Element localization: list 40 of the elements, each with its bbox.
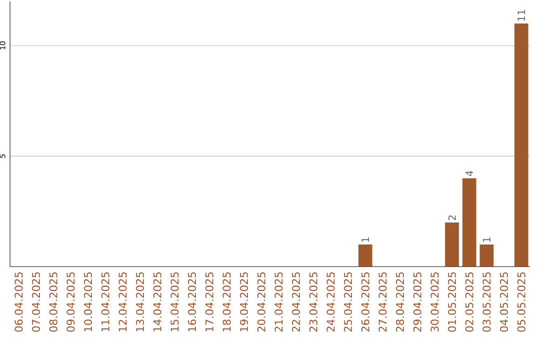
bar [358, 244, 372, 267]
x-tick-label: 11.04.2025 [101, 272, 110, 332]
x-tick-label: 30.04.2025 [430, 272, 439, 332]
bar [445, 222, 459, 267]
x-tick-label: 16.04.2025 [188, 272, 196, 332]
x-tick-label: 08.04.2025 [49, 272, 58, 332]
x-tick-label: 14.04.2025 [153, 272, 162, 332]
x-tick-label: 12.04.2025 [118, 272, 127, 332]
data-label: 11 [518, 10, 525, 21]
x-tick-label: 07.04.2025 [32, 272, 40, 332]
x-tick-label: 27.04.2025 [378, 272, 387, 332]
x-tick-label: 17.04.2025 [205, 272, 214, 332]
x-tick-label: 26.04.2025 [361, 272, 370, 332]
data-label: 4 [466, 170, 473, 176]
x-tick-label: 20.04.2025 [257, 272, 266, 332]
x-tick-label: 18.04.2025 [222, 272, 231, 332]
x-tick-label: 24.04.2025 [326, 272, 335, 332]
x-tick-label: 29.04.2025 [413, 272, 422, 332]
x-tick-label: 15.04.2025 [170, 272, 179, 332]
bar [514, 23, 528, 267]
data-label: 1 [362, 238, 369, 242]
x-tick-label: 25.04.2025 [344, 272, 352, 332]
x-tick-label: 02.05.2025 [465, 272, 474, 332]
x-tick-label: 03.05.2025 [482, 272, 491, 332]
x-tick-label: 09.04.2025 [66, 272, 75, 332]
data-label: 2 [448, 215, 456, 220]
x-tick-label: 13.04.2025 [136, 272, 144, 332]
bar [480, 244, 494, 267]
x-tick-label: 23.04.2025 [309, 272, 318, 332]
data-label: 1 [483, 238, 490, 242]
x-tick-label: 21.04.2025 [274, 272, 283, 332]
x-tick-label: 05.05.2025 [517, 272, 526, 332]
x-tick-label: 01.05.2025 [448, 272, 456, 332]
bar [462, 178, 476, 267]
x-tick-label: 19.04.2025 [240, 272, 248, 332]
x-tick-label: 04.05.2025 [500, 272, 508, 332]
x-tick-label: 06.04.2025 [14, 272, 23, 332]
x-tick-label: 10.04.2025 [84, 272, 92, 332]
x-tick-label: 28.04.2025 [396, 272, 404, 332]
x-tick-label: 22.04.2025 [292, 272, 300, 332]
